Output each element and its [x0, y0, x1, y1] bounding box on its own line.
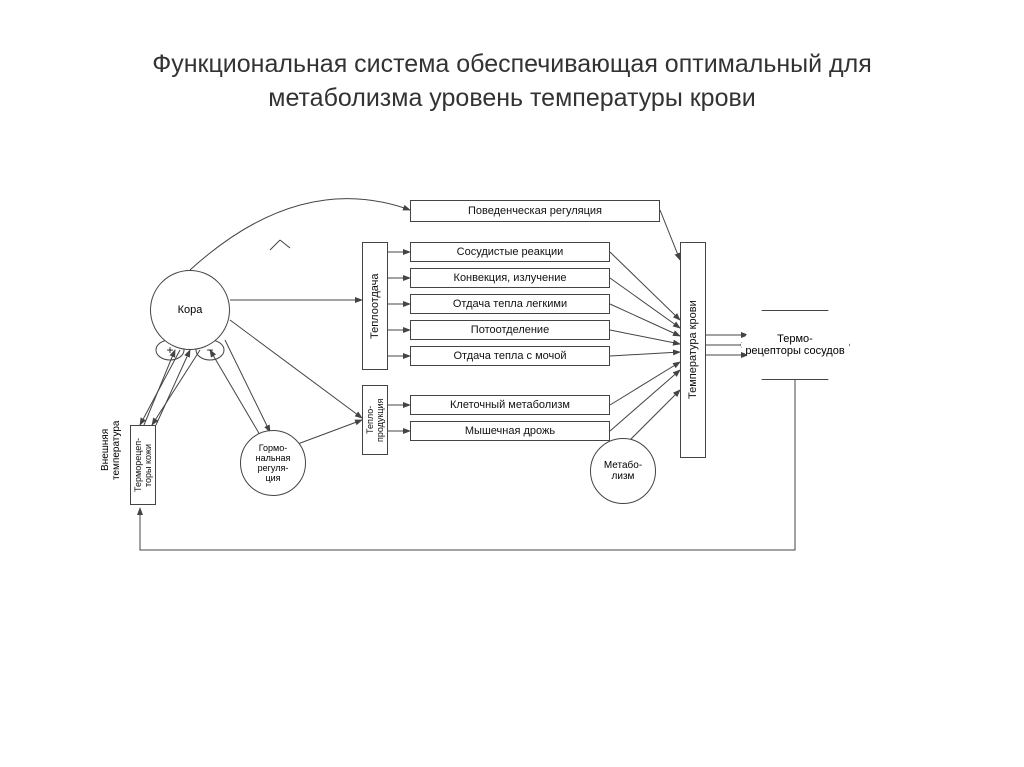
- node-r_shiver: Мышечная дрожь: [410, 421, 610, 441]
- node-r_vascular: Сосудистые реакции: [410, 242, 610, 262]
- node-temp_blood: Температура крови: [680, 242, 706, 458]
- diagram-canvas: + − Поведенческая регуляцияТеплоотдачаТе…: [100, 190, 924, 610]
- node-metabolism: Метабо-лизм: [590, 438, 656, 504]
- node-r_convection: Конвекция, излучение: [410, 268, 610, 288]
- node-r_metab: Клеточный метаболизм: [410, 395, 610, 415]
- node-cortex: Кора: [150, 270, 230, 350]
- node-thermorec: Термо-рецепторы сосудов: [740, 310, 850, 380]
- title-line-2: метаболизма уровень температуры крови: [268, 84, 756, 112]
- title-line-1: Функциональная система обеспечивающая оп…: [152, 50, 872, 78]
- node-heat_out: Теплоотдача: [362, 242, 388, 370]
- node-hormonal: Гормо-нальная регуля-ция: [240, 430, 306, 496]
- node-ext_temp: Внешняя температура: [100, 405, 122, 495]
- node-heat_prod: Тепло-продукция: [362, 385, 388, 455]
- page-title: Функциональная система обеспечивающая оп…: [0, 48, 1024, 116]
- node-behavioral: Поведенческая регуляция: [410, 200, 660, 222]
- node-r_urine: Отдача тепла с мочой: [410, 346, 610, 366]
- node-r_sweat: Потоотделение: [410, 320, 610, 340]
- node-skin_rec: Терморецеп-торы кожи: [130, 425, 156, 505]
- node-r_lungs: Отдача тепла легкими: [410, 294, 610, 314]
